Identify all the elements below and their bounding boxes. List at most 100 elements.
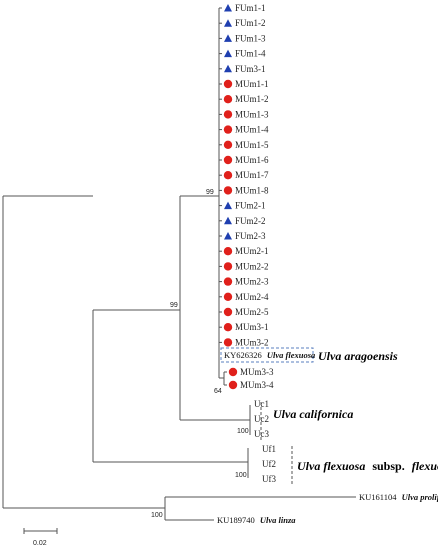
circle-marker-icon [223,338,233,347]
tip-label-uc3: Uc3 [254,429,269,439]
bootstrap-arago-calif: 99 [170,302,178,309]
tip: FUm1-1 [219,3,266,13]
tip: FUm2-3 [219,231,266,241]
triangle-marker-icon [224,201,232,210]
tip: FUm3-1 [219,64,266,74]
tip: MUm3-4 [224,380,274,390]
tip: MUm2-3 [219,277,269,287]
reference-dashed-box [220,347,314,363]
tip: FUm1-4 [219,49,266,59]
circle-marker-icon [223,307,233,317]
tip-label: MUm2-5 [235,307,269,317]
scale-bar: 0.02 [23,528,58,547]
tip: MUm3-1 [219,322,269,332]
circle-marker-icon [223,171,233,180]
tip: FUm1-3 [219,33,266,43]
tip-label: MUm1-1 [235,79,269,89]
aragoensis-tips: FUm1-1 FUm1-2 FUm1-3 FUm1-4 FUm3-1 MUm1-1 MUm1… [219,3,269,347]
triangle-marker-icon [224,64,232,73]
outgroup-2-label: KU189740 Ulva linza [217,515,296,525]
tip: MUm1-7 [219,170,269,180]
tip-label: FUm1-1 [235,3,266,13]
reference-species-text: Ulva flexuosa [267,350,316,360]
bootstrap-outgroup: 100 [151,512,163,519]
circle-marker-icon [223,292,233,301]
reference-box: KY626326 Ulva flexuosa [220,347,316,363]
circle-marker-icon [223,110,233,119]
tip-label: MUm3-4 [240,380,274,390]
clade-label-flexuosa-subsp: subsp. [372,459,404,473]
tip-label: MUm2-2 [235,261,269,271]
tip-label: FUm1-4 [235,49,266,59]
circle-marker-icon [223,186,233,195]
tip-label-uf1: Uf1 [262,444,276,454]
triangle-marker-icon [224,216,232,225]
circle-marker-icon [223,79,233,89]
tip-label: MUm1-4 [235,125,269,135]
tip: MUm2-1 [219,246,269,256]
triangle-marker-icon [224,49,232,58]
clade-label-flexuosa-epithet: flexuosa [412,459,438,473]
tip-label-uf2: Uf2 [262,459,276,469]
tip: MUm1-1 [219,79,269,89]
tip: MUm1-3 [219,109,269,119]
tip: MUm2-4 [219,292,269,302]
circle-marker-icon [223,323,233,332]
outgroup-2-accession: KU189740 [217,515,255,525]
outgroup-2-species: Ulva linza [260,515,296,525]
circle-marker-icon [223,95,233,104]
clade-label-flexuosa-species: Ulva flexuosa [297,459,365,473]
tip-label: FUm2-2 [235,216,266,226]
bootstrap-flexuosa: 100 [235,472,247,479]
tip-label: MUm1-8 [235,185,269,195]
circle-marker-icon [228,367,238,377]
tip-label-uf3: Uf3 [262,474,276,484]
tip: MUm1-2 [219,94,269,104]
tip-label: MUm2-1 [235,246,269,256]
tip-label: MUm1-7 [235,170,269,180]
tree-branches [2,8,356,521]
reference-accession-text: KY626326 [224,350,262,360]
circle-marker-icon [223,277,233,286]
tip: MUm1-5 [219,140,269,150]
bootstrap-subclade: 64 [214,388,222,395]
triangle-marker-icon [224,232,232,240]
tip-label: MUm1-5 [235,140,269,150]
tip: FUm1-2 [219,18,266,28]
clade-annotations: Ulva aragoensis Ulva californica Ulva fl… [260,349,438,486]
tip-label: MUm3-2 [235,337,269,347]
tip-label: MUm3-1 [235,322,269,332]
outgroup-1-accession: KU161104 [359,492,397,502]
triangle-marker-icon [224,4,232,12]
bootstrap-aragoensis: 99 [206,189,214,196]
tip: MUm1-6 [219,155,269,165]
subclade-tips: MUm3-3 MUm3-4 [224,367,274,390]
tip-label: MUm1-3 [235,109,269,119]
tip-label: MUm1-6 [235,155,269,165]
circle-marker-icon [223,125,233,134]
clade-label-flexuosa: Ulva flexuosa subsp. flexuosa [297,457,438,474]
circle-marker-icon [223,247,233,256]
circle-marker-icon [228,380,238,390]
tip: FUm2-2 [219,216,266,226]
circle-marker-icon [223,140,233,149]
tip-label: MUm3-3 [240,367,274,377]
tip: FUm2-1 [219,201,266,211]
tip: MUm2-5 [219,307,269,317]
tip: MUm3-2 [219,337,269,347]
tip-label: FUm3-1 [235,64,266,74]
tip: MUm1-4 [219,125,269,135]
outgroup-labels: KU161104 Ulva prolifera KU189740 Ulva li… [217,492,438,525]
tip-label: FUm1-3 [235,33,266,43]
triangle-marker-icon [224,19,232,27]
circle-marker-icon [223,262,233,271]
tip-label: MUm2-3 [235,277,269,287]
outgroup-1-species: Ulva prolifera [402,492,438,502]
bootstrap-values: 99 99 64 100 100 100 [151,189,249,519]
bootstrap-californica: 100 [237,428,249,435]
tip: MUm1-8 [219,185,269,195]
scale-bar-label: 0.02 [33,540,47,547]
outgroup-1-label: KU161104 Ulva prolifera [359,492,438,502]
clade-label-aragoensis: Ulva aragoensis [318,349,398,363]
